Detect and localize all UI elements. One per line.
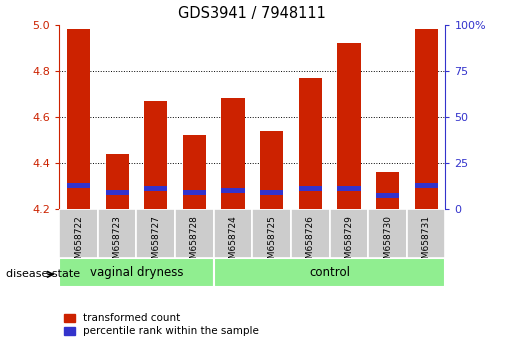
Text: GSM658731: GSM658731 xyxy=(422,215,431,270)
Legend: transformed count, percentile rank within the sample: transformed count, percentile rank withi… xyxy=(64,313,259,336)
Bar xyxy=(183,190,206,195)
Bar xyxy=(252,209,291,258)
Text: GSM658722: GSM658722 xyxy=(74,215,83,269)
Bar xyxy=(67,29,90,209)
Bar xyxy=(98,209,136,258)
Text: GSM658724: GSM658724 xyxy=(229,215,237,269)
Bar xyxy=(175,209,214,258)
Bar xyxy=(183,135,206,209)
Text: GSM658725: GSM658725 xyxy=(267,215,276,270)
Bar xyxy=(376,172,399,209)
Bar xyxy=(299,185,322,191)
Bar xyxy=(415,183,438,188)
Text: control: control xyxy=(309,266,350,279)
Bar xyxy=(260,190,283,195)
Bar xyxy=(67,183,90,188)
Text: GSM658726: GSM658726 xyxy=(306,215,315,270)
Bar xyxy=(214,258,445,287)
Text: GSM658730: GSM658730 xyxy=(383,215,392,270)
Bar xyxy=(221,188,245,193)
Text: vaginal dryness: vaginal dryness xyxy=(90,266,183,279)
Bar xyxy=(144,101,167,209)
Bar xyxy=(221,98,245,209)
Text: GSM658723: GSM658723 xyxy=(113,215,122,270)
Bar xyxy=(415,29,438,209)
Bar xyxy=(59,209,98,258)
Bar xyxy=(106,154,129,209)
Text: disease state: disease state xyxy=(6,269,80,279)
Bar xyxy=(106,190,129,195)
Bar xyxy=(214,209,252,258)
Text: GSM658729: GSM658729 xyxy=(345,215,353,270)
Bar xyxy=(337,185,360,191)
Bar xyxy=(136,209,175,258)
Bar xyxy=(59,258,214,287)
Bar xyxy=(144,185,167,191)
Text: GSM658727: GSM658727 xyxy=(151,215,160,270)
Bar xyxy=(337,43,360,209)
Bar xyxy=(299,78,322,209)
Bar xyxy=(376,193,399,198)
Text: GSM658728: GSM658728 xyxy=(190,215,199,270)
Bar xyxy=(330,209,368,258)
Bar xyxy=(407,209,445,258)
Bar xyxy=(368,209,407,258)
Title: GDS3941 / 7948111: GDS3941 / 7948111 xyxy=(178,6,327,21)
Bar xyxy=(291,209,330,258)
Bar xyxy=(260,131,283,209)
